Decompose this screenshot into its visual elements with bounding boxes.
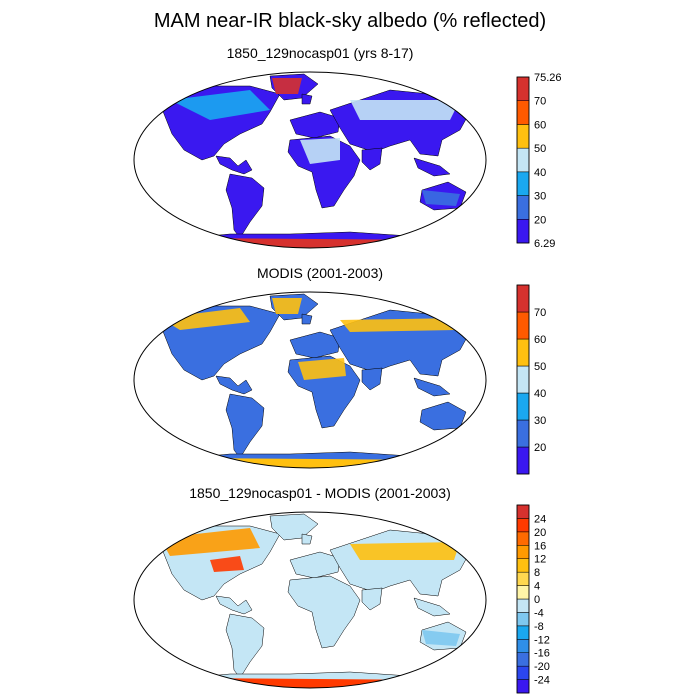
colorbar-0: 6.29 20 30 40 50 60 70 75.26: [516, 72, 562, 250]
map-boundary: [133, 511, 487, 689]
colorbar-swatch: [516, 558, 530, 573]
colorbar-swatch: [516, 585, 530, 600]
colorbar-label: -8: [534, 621, 544, 633]
colorbar-label: 0: [534, 594, 540, 606]
colorbar-label: 60: [534, 119, 546, 131]
colorbar-swatch: [516, 598, 530, 613]
colorbar-swatch: [516, 100, 530, 125]
colorbar-label: 6.29: [534, 238, 555, 250]
panel-title-difference: 1850_129nocasp01 - MODIS (2001-2003): [189, 485, 451, 501]
colorbar-swatch: [516, 446, 530, 475]
colorbar-label: 30: [534, 191, 546, 203]
colorbar-swatch: [516, 195, 530, 220]
colorbar-label: 50: [534, 143, 546, 155]
colorbar-1: 20 30 40 50 60 70: [516, 284, 546, 475]
colorbar-swatch: [516, 124, 530, 149]
colorbar-swatch: [516, 665, 530, 680]
colorbar-label: 75.26: [534, 72, 562, 84]
colorbar-swatch: [516, 531, 530, 546]
panel-title-modis: MODIS (2001-2003): [256, 265, 384, 281]
colorbar-swatch: [516, 76, 530, 101]
colorbar-label: 12: [534, 554, 546, 566]
colorbar-label: 40: [534, 167, 546, 179]
colorbar-swatch: [516, 652, 530, 667]
colorbar-label: 70: [534, 307, 546, 319]
colorbar-swatch: [516, 518, 530, 533]
colorbar-label: 20: [534, 527, 546, 539]
world-map-modis: [134, 292, 486, 468]
colorbar-swatch: [516, 365, 530, 394]
colorbar-swatch: [516, 311, 530, 340]
colorbar-label: 16: [534, 540, 546, 552]
colorbar-swatch: [516, 545, 530, 559]
map-boundary: [133, 71, 487, 249]
colorbar-label: 70: [534, 96, 546, 108]
colorbar-swatch: [516, 612, 530, 627]
colorbar-swatch: [516, 284, 530, 313]
colorbar-swatch: [516, 571, 530, 586]
colorbar-label: -16: [534, 648, 550, 660]
colorbar-swatch: [516, 419, 530, 448]
colorbar-label: -20: [534, 661, 550, 673]
colorbar-label: 24: [534, 513, 546, 525]
colorbar-swatch: [516, 147, 530, 173]
main-title: MAM near-IR black-sky albedo (% reflecte…: [153, 10, 547, 32]
colorbar-label: 60: [534, 334, 546, 346]
colorbar-swatch: [516, 639, 530, 653]
colorbar-swatch: [516, 504, 530, 519]
colorbar-label: 8: [534, 567, 540, 579]
world-map-difference: [134, 512, 486, 688]
colorbar-swatch: [516, 679, 530, 694]
panel-title-model: 1850_129nocasp01 (yrs 8-17): [226, 45, 414, 61]
colorbar-label: 40: [534, 388, 546, 400]
colorbar-label: 50: [534, 361, 546, 373]
colorbar-label: 20: [534, 214, 546, 226]
colorbar-label: 20: [534, 442, 546, 454]
colorbar-label: -4: [534, 607, 544, 619]
colorbar-swatch: [516, 219, 530, 244]
map-boundary: [133, 291, 487, 469]
colorbar-label: -12: [534, 634, 550, 646]
colorbar-swatch: [516, 625, 530, 640]
colorbar-swatch: [516, 338, 530, 367]
world-map-model: [134, 72, 486, 248]
colorbar-label: -24: [534, 675, 550, 687]
colorbar-swatch: [516, 171, 530, 196]
colorbar-label: 30: [534, 415, 546, 427]
colorbar-label: 4: [534, 581, 540, 593]
colorbar-swatch: [516, 392, 530, 421]
